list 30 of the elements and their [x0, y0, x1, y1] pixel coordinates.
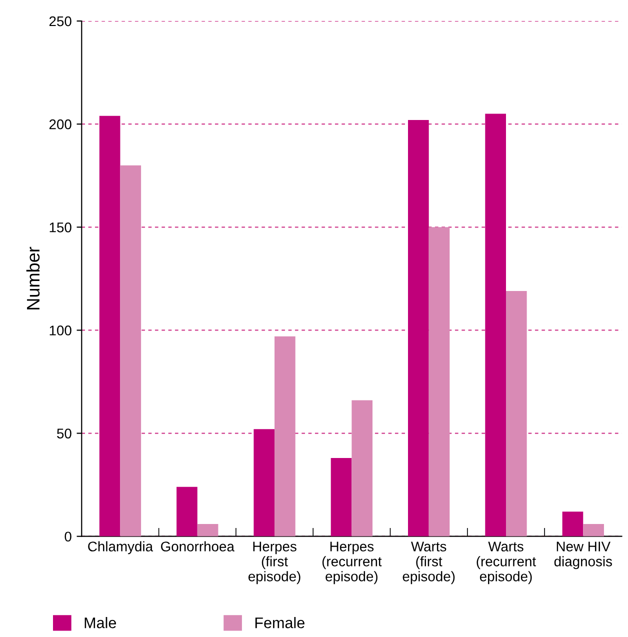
x-tick-label: Warts (recurrent episode) — [476, 542, 536, 584]
legend-label: Female — [255, 617, 304, 628]
bar — [197, 524, 218, 536]
y-tick-label: 150 — [50, 222, 72, 232]
y-tick-label: 0 — [64, 532, 72, 542]
bar — [274, 336, 296, 536]
y-axis-title: Number — [26, 246, 40, 310]
bar — [506, 291, 527, 536]
y-tick-label: 250 — [49, 16, 72, 26]
y-tick-label: 50 — [57, 428, 72, 438]
bar — [408, 120, 429, 536]
y-tick-label: 200 — [49, 119, 72, 130]
bar — [254, 429, 275, 536]
x-tick-label: Herpes (recurrent episode) — [322, 542, 382, 584]
bar — [330, 458, 352, 536]
x-tick-label: Warts (first episode) — [402, 542, 455, 584]
x-tick-label: Gonorrhoea — [161, 541, 234, 552]
x-tick-label: Chlamydia — [88, 541, 154, 554]
bar — [562, 512, 584, 536]
bar — [485, 114, 506, 536]
bar — [428, 227, 450, 536]
x-tick-label: Herpes (first episode) — [248, 542, 300, 584]
bar — [583, 524, 604, 536]
y-tick-label: 100 — [50, 326, 72, 336]
bar — [352, 400, 373, 536]
bar — [99, 116, 120, 536]
bar — [120, 165, 142, 536]
bar — [176, 486, 198, 536]
legend-label: Male — [84, 617, 116, 628]
x-tick-label: New HIV diagnosis — [554, 542, 612, 570]
